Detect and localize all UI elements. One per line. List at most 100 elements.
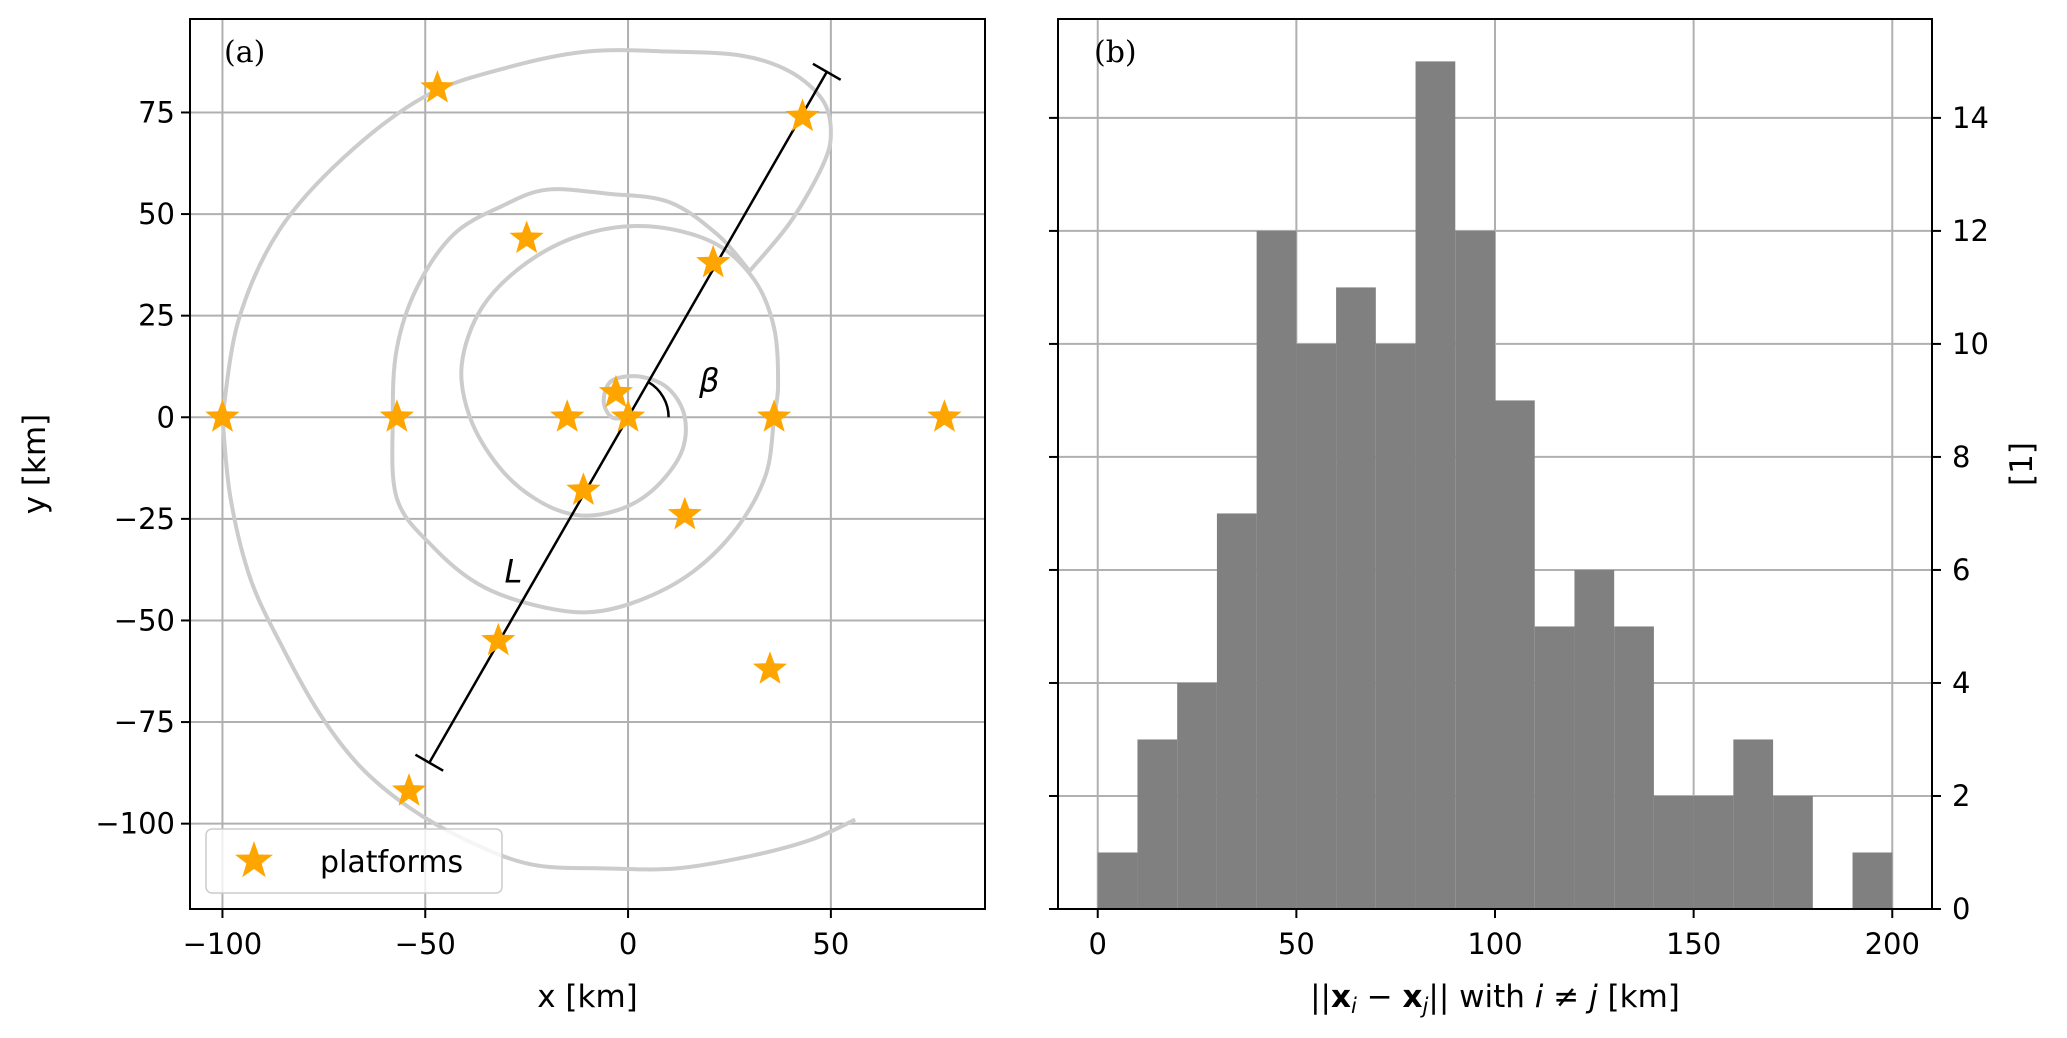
x-tick-label: 0 [619, 927, 637, 961]
y-tick-label: 75 [138, 95, 175, 129]
panel-b-ticks: 0 50 100 150 200 0 2 4 6 8 10 12 14 [1049, 101, 1989, 961]
panel-a-spiral-map: −100 −50 0 50 −100 −75 −50 −25 0 25 50 75 (a) β L x… [17, 18, 986, 1015]
platform-marker [420, 70, 455, 103]
histogram-bar [1177, 682, 1217, 909]
xlabel-part: − [1357, 979, 1403, 1015]
angle-arc [647, 381, 670, 418]
y-tick-label: 6 [1952, 553, 1970, 587]
panel-b-x-axis-label: ||xi − xj|| with i ≠ j [km] [1310, 979, 1680, 1018]
xlabel-part: x [1403, 979, 1423, 1015]
xlabel-part: j [1585, 979, 1598, 1015]
x-tick-label: 50 [812, 927, 849, 961]
xlabel-part: i [1351, 994, 1357, 1018]
platform-marker [509, 220, 544, 253]
legend-box [205, 828, 503, 894]
xlabel-part: || [1310, 979, 1331, 1015]
x-tick-label: 100 [1467, 927, 1522, 961]
histogram-bar [1415, 61, 1456, 909]
histogram-bar [1216, 513, 1257, 909]
panel-a-legend: platforms [205, 828, 503, 894]
platform-marker [757, 399, 792, 432]
panel-a-label: (a) [224, 35, 265, 70]
spiral-curve [390, 187, 781, 615]
x-tick-label: 200 [1865, 927, 1920, 961]
platform-marker [696, 244, 731, 278]
y-tick-label: −75 [114, 705, 175, 739]
histogram-bar [1256, 230, 1297, 909]
x-tick-label: 0 [1089, 927, 1107, 961]
xlabel-part: ≠ [1543, 979, 1589, 1015]
platform-marker [667, 496, 702, 530]
histogram-bar [1296, 343, 1337, 909]
platform-marker [927, 399, 962, 432]
platform-marker [205, 399, 240, 432]
histogram-bar [1614, 626, 1654, 909]
y-tick-label: 50 [138, 197, 175, 231]
histogram-bar [1455, 230, 1495, 909]
histogram-bar [1534, 626, 1575, 909]
y-tick-label: −100 [95, 807, 175, 841]
xlabel-part: x [1331, 979, 1351, 1015]
panel-a-spiral [220, 48, 857, 872]
platform-marker [785, 98, 820, 132]
angle-beta-label: β [698, 362, 719, 400]
length-L-label: L [504, 553, 522, 591]
x-tick-label: −100 [183, 927, 263, 961]
platform-marker [481, 622, 516, 656]
platform-marker [752, 651, 788, 684]
platform-marker [379, 399, 414, 432]
y-tick-label: 10 [1952, 327, 1989, 361]
y-tick-label: −50 [114, 603, 175, 637]
panel-b-bars [1097, 61, 1893, 909]
platform-marker [610, 399, 646, 432]
y-tick-label: 0 [1952, 892, 1970, 926]
panel-a-ticks: −100 −50 0 50 −100 −75 −50 −25 0 25 50 75 [95, 95, 849, 961]
y-tick-label: −25 [114, 502, 175, 536]
xlabel-part: j [1420, 994, 1429, 1018]
histogram-bar [1852, 852, 1893, 909]
histogram-bar [1097, 852, 1138, 909]
platform-marker [566, 472, 601, 505]
baseline-end-cap [812, 62, 842, 81]
y-tick-label: 14 [1952, 101, 1989, 135]
xlabel-part: || with [1428, 979, 1534, 1015]
legend-platforms-label: platforms [320, 845, 463, 880]
x-tick-label: 50 [1278, 927, 1315, 961]
y-tick-label: 2 [1952, 779, 1970, 813]
xlabel-part: i [1535, 979, 1544, 1015]
y-tick-label: 12 [1952, 214, 1989, 248]
histogram-bar [1495, 400, 1535, 909]
platform-marker [550, 399, 585, 432]
panel-a-y-axis-label: y [km] [17, 414, 53, 515]
legend-star-icon [235, 841, 273, 878]
xlabel-part: [km] [1598, 979, 1680, 1015]
histogram-bar [1733, 739, 1774, 909]
panel-a-platform-markers [205, 70, 962, 806]
histogram-bar [1137, 739, 1178, 909]
panel-b-frame [1057, 18, 1933, 910]
histogram-bar [1336, 287, 1376, 909]
platform-marker [391, 773, 427, 806]
panel-b-label: (b) [1094, 35, 1137, 70]
histogram-bar [1375, 343, 1416, 909]
x-tick-label: −50 [395, 927, 456, 961]
spiral-curve [220, 417, 857, 872]
baseline-end-cap [414, 753, 444, 772]
panel-a-frame [189, 18, 986, 910]
platform-marker [598, 374, 633, 408]
x-tick-label: 150 [1666, 927, 1721, 961]
histogram-bar [1693, 795, 1734, 909]
histogram-bar [1773, 795, 1813, 909]
panel-a-x-axis-label: x [km] [537, 979, 638, 1015]
y-tick-label: 8 [1952, 440, 1970, 474]
panel-b-y-axis-label: [1] [2004, 442, 2040, 486]
y-tick-label: 4 [1952, 666, 1970, 700]
spiral-curve [220, 48, 833, 418]
panel-a-grid [190, 19, 985, 909]
y-tick-label: 25 [138, 299, 175, 333]
histogram-bar [1574, 569, 1615, 909]
y-tick-label: 0 [157, 400, 175, 434]
histogram-bar [1653, 795, 1694, 909]
